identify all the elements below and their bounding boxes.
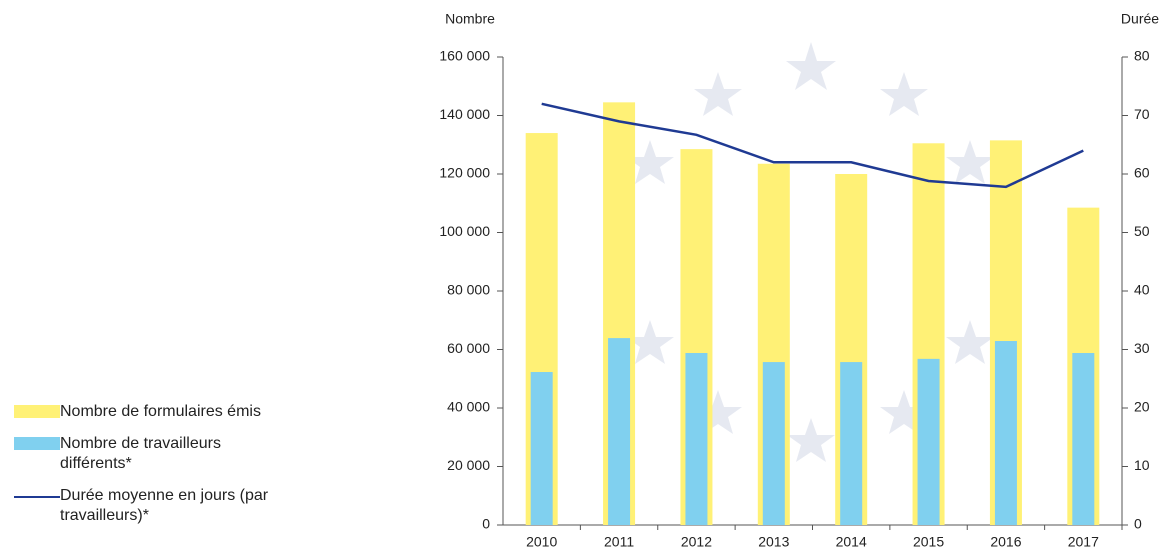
legend: Nombre de formulaires émis Nombre de trav… xyxy=(14,402,280,538)
x-tick-label: 2011 xyxy=(604,534,634,550)
y2-tick-label: 40 xyxy=(1134,282,1150,298)
y-tick-label: 120 000 xyxy=(439,165,490,181)
x-tick-label: 2016 xyxy=(990,534,1021,550)
y-tick-label: 0 xyxy=(482,516,490,532)
bar xyxy=(917,358,940,525)
y2-tick-label: 60 xyxy=(1134,165,1150,181)
legend-swatch xyxy=(14,496,60,498)
x-tick-label: 2017 xyxy=(1068,534,1099,550)
legend-label: Nombre de formulaires émis xyxy=(60,403,261,420)
legend-item: Nombre de formulaires émis xyxy=(14,402,280,422)
bar xyxy=(840,362,863,525)
y-tick-label: 80 000 xyxy=(447,282,490,298)
x-tick-label: 2013 xyxy=(758,534,789,550)
y2-axis-title: Durée xyxy=(1121,11,1159,27)
bar xyxy=(530,372,553,525)
bar xyxy=(994,341,1017,525)
y-tick-label: 40 000 xyxy=(447,399,490,415)
bar xyxy=(1072,353,1095,525)
legend-item: Nombre de travailleurs différents* xyxy=(14,434,280,474)
x-tick-label: 2012 xyxy=(681,534,712,550)
y2-tick-label: 50 xyxy=(1134,223,1150,239)
legend-label: Durée moyenne en jours (par travailleurs… xyxy=(60,487,269,524)
y-tick-label: 160 000 xyxy=(439,48,490,64)
y2-tick-label: 30 xyxy=(1134,340,1150,356)
x-tick-label: 2014 xyxy=(836,534,867,550)
y2-tick-label: 20 xyxy=(1134,399,1150,415)
x-tick-label: 2010 xyxy=(526,534,557,550)
y-tick-label: 140 000 xyxy=(439,106,490,122)
y2-tick-label: 0 xyxy=(1134,516,1142,532)
bar xyxy=(685,353,708,525)
legend-swatch xyxy=(14,405,60,418)
decoration xyxy=(626,42,994,462)
y-tick-label: 60 000 xyxy=(447,340,490,356)
line xyxy=(541,102,1084,189)
y-tick-label: 100 000 xyxy=(439,223,490,239)
y2-tick-label: 10 xyxy=(1134,457,1150,473)
y2-tick-label: 80 xyxy=(1134,48,1150,64)
x-tick-label: 2015 xyxy=(913,534,944,550)
legend-swatch xyxy=(14,437,60,450)
y2-tick-label: 70 xyxy=(1134,106,1150,122)
bar xyxy=(762,362,785,525)
y-tick-label: 20 000 xyxy=(447,457,490,473)
bar xyxy=(608,338,631,525)
legend-label: Nombre de travailleurs différents* xyxy=(60,435,221,472)
legend-item: Durée moyenne en jours (par travailleurs… xyxy=(14,486,280,526)
y-axis-title: Nombre xyxy=(445,11,495,27)
